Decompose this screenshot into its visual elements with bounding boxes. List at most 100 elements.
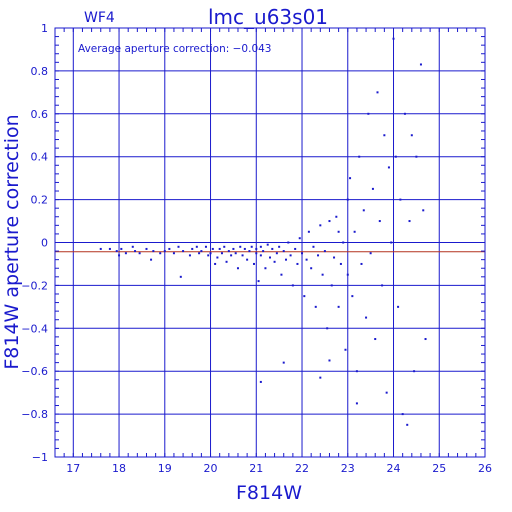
data-point <box>399 198 402 201</box>
data-point <box>358 155 361 158</box>
data-point <box>355 370 358 373</box>
data-point <box>337 305 340 308</box>
data-point <box>230 254 233 257</box>
data-point <box>255 247 258 250</box>
data-point <box>204 245 207 248</box>
y-tick-label: −1 <box>32 451 48 464</box>
data-point <box>330 284 333 287</box>
x-tick-label: 20 <box>204 462 218 475</box>
data-point <box>211 247 214 250</box>
data-point <box>387 166 390 169</box>
data-point <box>234 252 237 255</box>
data-point <box>310 267 313 270</box>
data-point <box>337 230 340 233</box>
data-point <box>259 254 262 257</box>
data-point <box>378 220 381 223</box>
data-point <box>225 260 228 263</box>
data-point <box>362 209 365 212</box>
data-point <box>367 112 370 115</box>
x-tick-label: 23 <box>341 462 355 475</box>
data-point <box>390 241 393 244</box>
data-point <box>353 230 356 233</box>
data-point <box>376 91 379 94</box>
y-tick-label: −0.6 <box>21 365 48 378</box>
y-axis-label: F814W aperture correction <box>1 114 23 369</box>
data-point <box>312 245 315 248</box>
data-point <box>346 198 349 201</box>
data-point <box>326 327 329 330</box>
data-point <box>371 187 374 190</box>
data-point <box>360 262 363 265</box>
data-point <box>381 284 384 287</box>
data-point <box>269 256 271 259</box>
data-point <box>422 209 425 212</box>
data-point <box>257 280 260 283</box>
data-point <box>216 256 219 259</box>
data-point <box>291 284 294 287</box>
data-point <box>278 245 281 248</box>
x-tick-label: 18 <box>112 462 126 475</box>
data-point <box>392 37 395 40</box>
x-tick-label: 22 <box>295 462 309 475</box>
y-tick-label: 0.4 <box>31 151 49 164</box>
data-point <box>250 245 253 248</box>
data-point <box>243 247 246 250</box>
data-point <box>227 250 230 253</box>
data-point <box>328 359 331 362</box>
data-point <box>252 262 255 265</box>
data-point <box>198 252 201 255</box>
data-point <box>321 273 324 276</box>
data-point <box>236 267 239 270</box>
data-point <box>346 273 349 276</box>
data-point <box>303 295 306 298</box>
data-point <box>344 348 347 351</box>
data-point <box>145 247 148 250</box>
data-point <box>266 243 269 246</box>
data-point <box>262 250 265 253</box>
x-tick-label: 17 <box>66 462 80 475</box>
x-tick-label: 25 <box>432 462 446 475</box>
data-point <box>177 245 180 248</box>
data-point <box>333 256 336 259</box>
data-point <box>355 402 358 405</box>
data-point <box>275 252 278 255</box>
data-point <box>397 305 400 308</box>
data-point <box>296 262 299 265</box>
average-correction-annotation: Average aperture correction: −0.043 <box>78 43 271 55</box>
data-point <box>328 220 331 223</box>
data-point <box>172 252 175 255</box>
x-tick-label: 24 <box>387 462 401 475</box>
data-point <box>131 245 134 248</box>
data-point <box>369 252 372 255</box>
data-point <box>99 247 102 250</box>
data-point <box>289 254 292 257</box>
data-point <box>403 112 406 115</box>
data-point <box>307 230 310 233</box>
data-points <box>99 37 427 426</box>
x-axis-ticks: 17 18 19 20 21 22 23 24 25 26 <box>54 28 492 475</box>
data-point <box>271 247 274 250</box>
data-point <box>298 237 301 240</box>
data-point <box>195 245 198 248</box>
data-point <box>415 155 418 158</box>
data-point <box>301 252 304 255</box>
data-point <box>317 254 320 257</box>
data-point <box>294 247 297 250</box>
data-point <box>319 376 322 379</box>
data-point <box>150 258 153 261</box>
data-point <box>118 254 121 257</box>
data-point <box>385 391 388 394</box>
y-tick-label: 0.6 <box>31 108 49 121</box>
data-point <box>401 413 404 416</box>
data-point <box>152 250 155 253</box>
data-point <box>287 241 290 244</box>
data-point <box>282 250 285 253</box>
data-point <box>248 250 251 253</box>
data-point <box>182 250 185 253</box>
data-point <box>280 273 283 276</box>
data-point <box>342 241 345 244</box>
x-tick-label: 19 <box>158 462 172 475</box>
data-point <box>134 250 137 253</box>
data-point <box>339 262 342 265</box>
y-tick-label: 0.2 <box>31 194 49 207</box>
